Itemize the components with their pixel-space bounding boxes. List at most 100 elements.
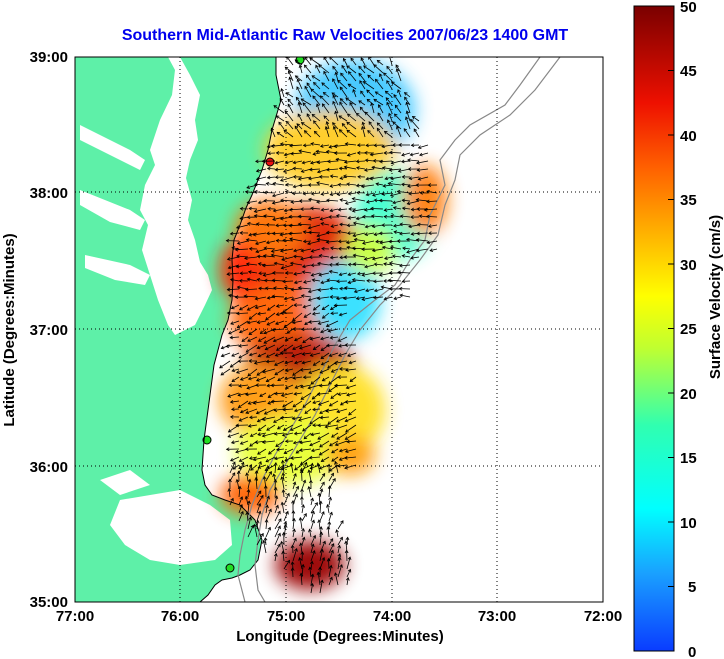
velocity-arrow-head	[304, 410, 309, 414]
velocity-arrow	[375, 79, 384, 90]
velocity-arrow	[413, 128, 420, 138]
velocity-arrow	[247, 304, 258, 311]
velocity-arrow	[276, 304, 285, 307]
velocity-arrow	[385, 97, 393, 106]
velocity-arrow-head	[317, 321, 322, 325]
velocity-arrow-head	[383, 130, 388, 135]
velocity-arrow	[265, 287, 276, 290]
velocity-arrow	[368, 57, 375, 66]
velocity-arrow-head	[277, 543, 281, 548]
velocity-arrow-head	[333, 361, 338, 365]
velocity-arrow-head	[371, 256, 376, 261]
velocity-arrow	[282, 473, 285, 482]
velocity-arrow-head	[284, 271, 289, 275]
velocity-arrow-head	[270, 249, 275, 253]
velocity-arrow	[250, 432, 258, 437]
velocity-arrow-head	[332, 125, 337, 130]
velocity-arrow	[301, 122, 312, 130]
velocity-arrow	[302, 360, 312, 364]
velocity-arrow-head	[271, 278, 276, 283]
velocity-arrow	[228, 328, 240, 335]
velocity-arrow-head	[321, 315, 326, 319]
velocity-arrow	[284, 448, 294, 454]
velocity-arrow-head	[321, 246, 325, 251]
velocity-arrow-head	[239, 231, 243, 235]
velocity-arrow	[228, 294, 240, 298]
velocity-arrow-head	[255, 378, 260, 382]
velocity-arrow	[292, 567, 294, 578]
velocity-arrow	[294, 408, 303, 412]
velocity-arrow	[281, 88, 285, 98]
velocity-arrow	[231, 376, 240, 382]
velocity-arrow-head	[326, 343, 330, 348]
velocity-arrow-head	[307, 183, 312, 187]
velocity-arrow-head	[263, 330, 268, 335]
velocity-arrow-head	[347, 272, 352, 277]
velocity-arrow-head	[252, 457, 257, 462]
velocity-arrow-head	[285, 182, 289, 187]
velocity-arrow-head	[231, 472, 236, 476]
velocity-arrow	[401, 183, 411, 186]
velocity-arrow-head	[374, 91, 379, 95]
velocity-arrow-head	[253, 189, 258, 194]
velocity-arrow-head	[253, 361, 258, 365]
velocity-arrow	[317, 296, 330, 299]
velocity-arrow-head	[255, 249, 259, 254]
velocity-arrow-head	[239, 409, 244, 414]
velocity-arrow	[317, 160, 330, 163]
velocity-arrow	[384, 208, 393, 211]
velocity-arrow-head	[392, 206, 397, 210]
velocity-arrow-head	[272, 473, 276, 478]
velocity-arrow	[240, 440, 249, 445]
velocity-arrow	[399, 232, 411, 235]
velocity-arrow	[346, 121, 357, 130]
velocity-arrow-head	[312, 307, 317, 311]
velocity-arrow	[247, 336, 258, 342]
velocity-arrow-head	[238, 278, 243, 283]
velocity-arrow-head	[330, 472, 334, 477]
velocity-arrow	[397, 89, 402, 98]
velocity-arrow-head	[325, 409, 329, 413]
velocity-arrow-head	[302, 143, 307, 148]
velocity-arrow	[322, 103, 330, 114]
velocity-arrow	[346, 569, 351, 578]
velocity-arrow	[336, 263, 348, 266]
velocity-arrow	[295, 97, 303, 106]
velocity-arrow	[278, 121, 285, 130]
velocity-arrow-head	[264, 519, 269, 523]
velocity-arrow-head	[301, 527, 305, 532]
velocity-arrow-head	[346, 439, 350, 444]
velocity-arrow-head	[337, 79, 341, 84]
velocity-arrow-head	[309, 353, 314, 357]
velocity-arrow	[300, 98, 312, 106]
velocity-arrow-head	[272, 208, 277, 213]
velocity-arrow-head	[328, 144, 333, 149]
velocity-arrow	[264, 247, 276, 250]
velocity-arrow	[280, 176, 294, 182]
velocity-arrow	[346, 246, 357, 250]
velocity-arrow	[239, 304, 249, 311]
velocity-arrow-head	[226, 311, 231, 315]
velocity-arrow	[301, 248, 312, 252]
velocity-arrow-head	[291, 320, 296, 325]
velocity-arrow-head	[313, 120, 317, 124]
velocity-arrow-head	[277, 525, 281, 530]
velocity-arrow-head	[344, 449, 349, 453]
velocity-arrow-head	[236, 311, 240, 316]
velocity-arrow-head	[231, 353, 235, 357]
velocity-arrow-head	[316, 233, 321, 238]
velocity-arrow-head	[266, 295, 271, 300]
velocity-arrow	[313, 152, 321, 155]
velocity-arrow-head	[267, 526, 271, 531]
velocity-arrow-head	[319, 370, 324, 374]
velocity-arrow-head	[350, 57, 354, 62]
velocity-arrow-head	[388, 112, 392, 117]
velocity-arrow-head	[336, 279, 340, 284]
velocity-arrow	[308, 384, 321, 389]
velocity-arrow-head	[417, 145, 422, 149]
velocity-arrow-head	[402, 246, 406, 251]
velocity-arrow-head	[397, 89, 401, 93]
velocity-arrow	[283, 320, 294, 328]
velocity-arrow	[389, 262, 402, 266]
